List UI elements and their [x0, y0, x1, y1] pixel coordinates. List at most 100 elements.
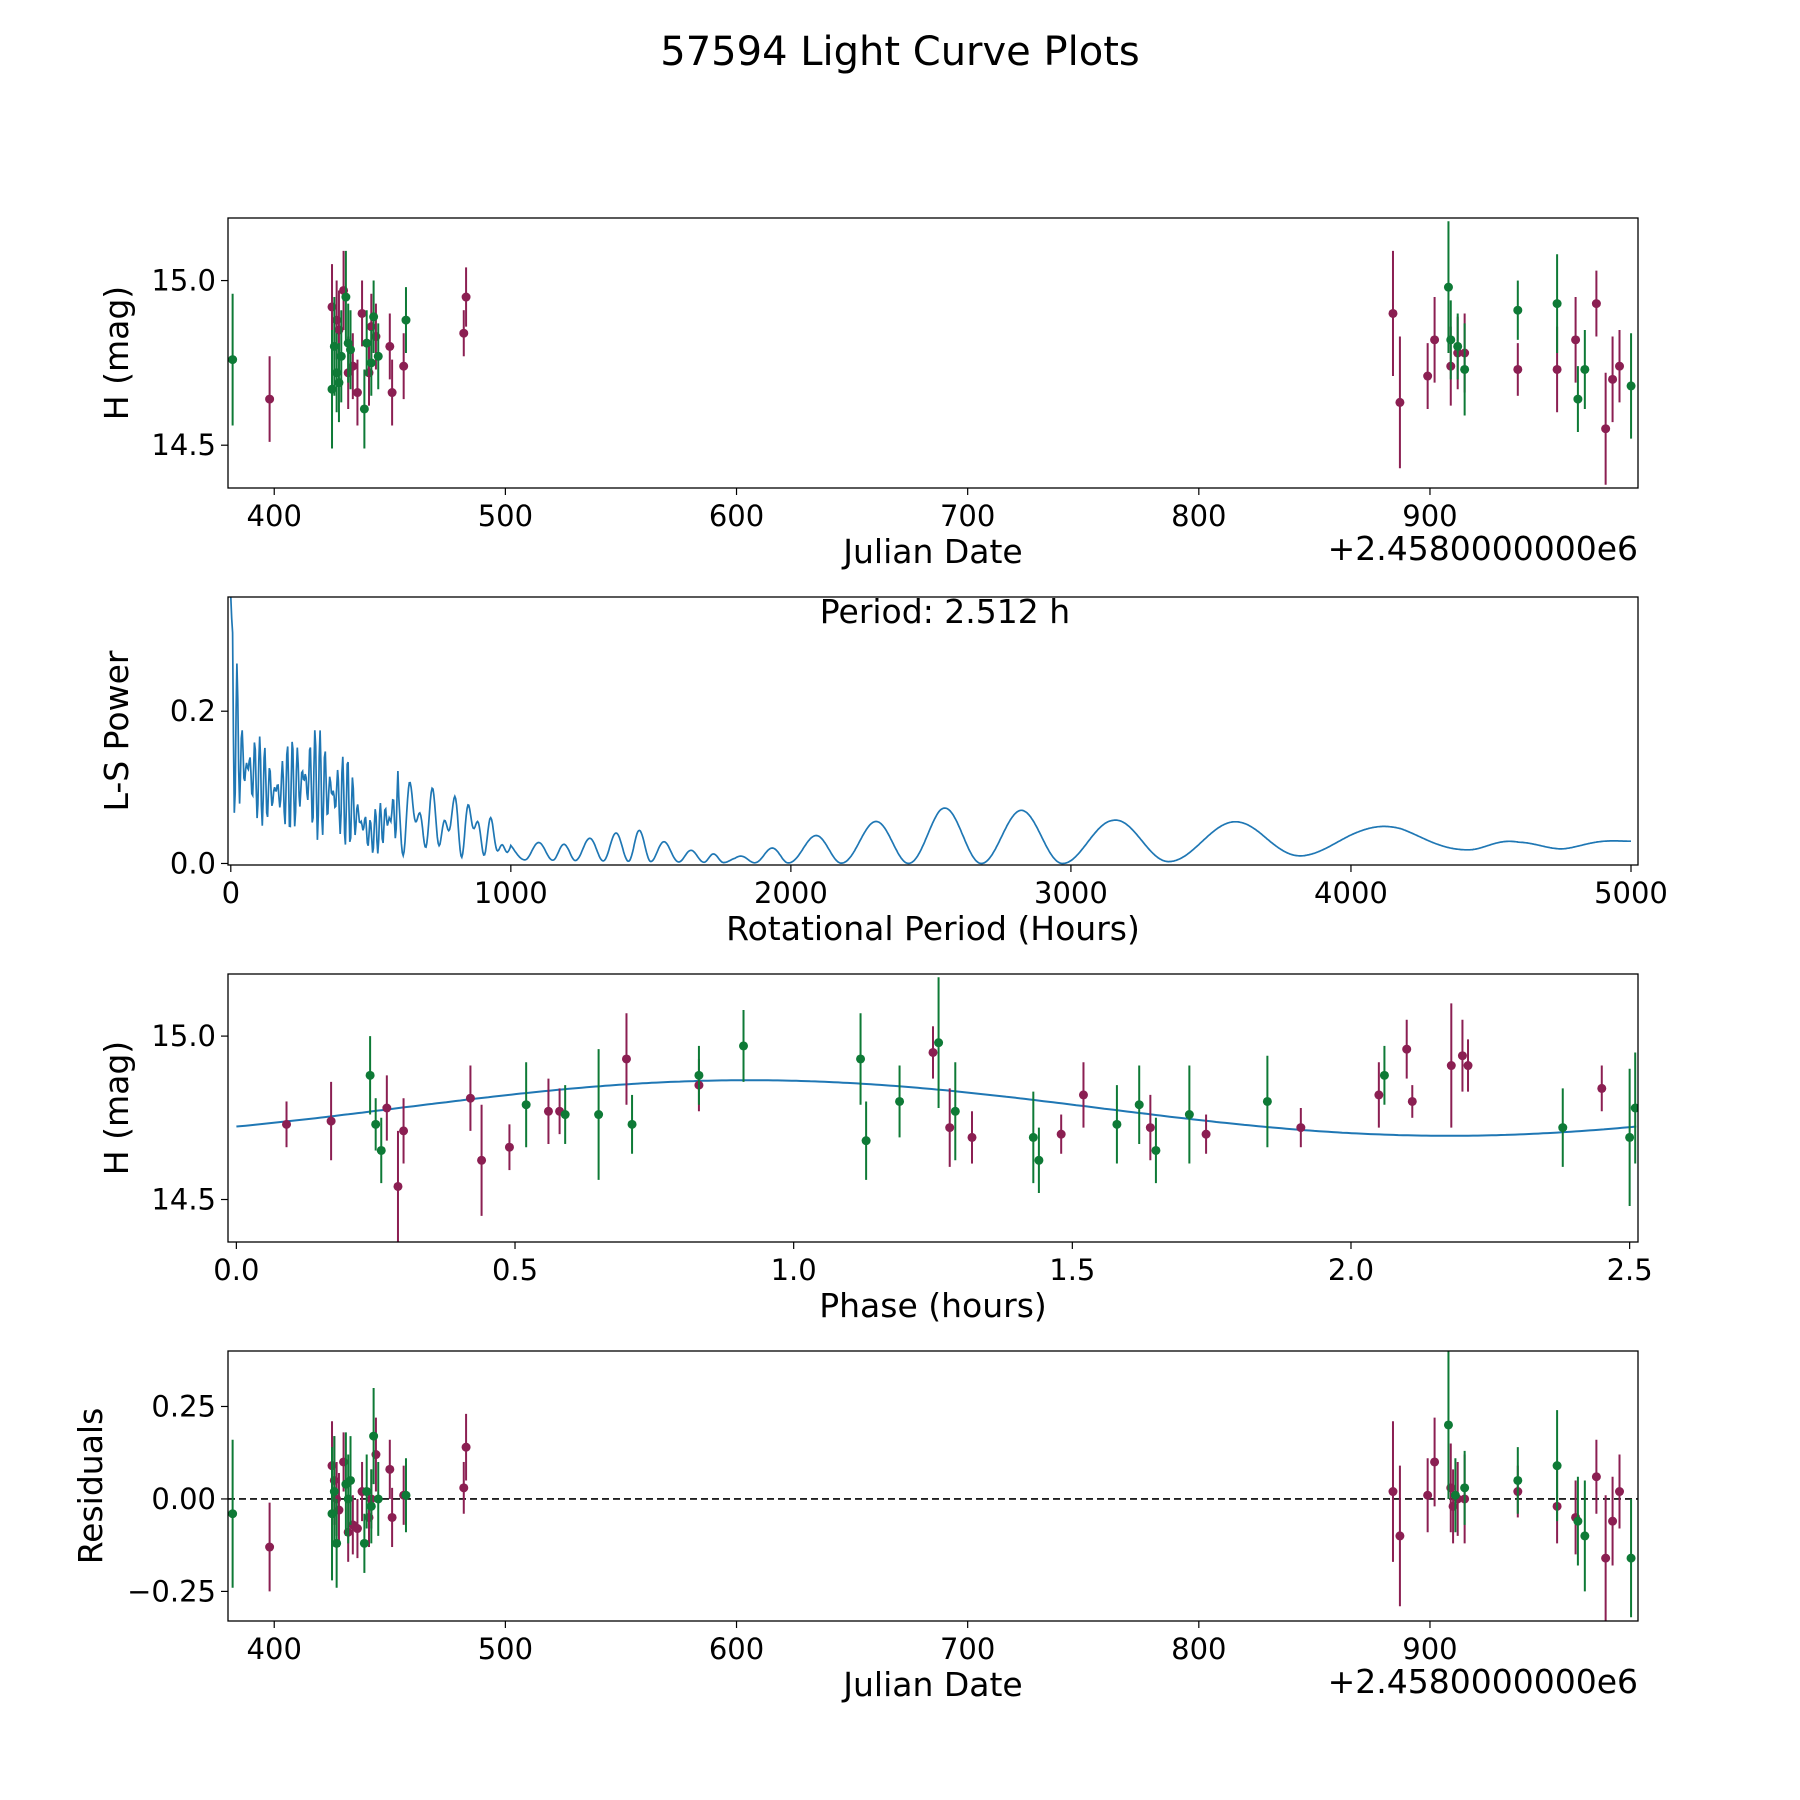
figure-title: 57594 Light Curve Plots [660, 29, 1139, 75]
data-point-green [861, 1136, 871, 1146]
data-point-maroon [543, 1106, 553, 1116]
x-tick-label: 2.5 [1607, 1253, 1653, 1287]
y-axis-label: H (mag) [97, 286, 136, 420]
data-point-maroon [385, 1464, 395, 1474]
data-point-green [369, 1431, 379, 1441]
x-tick-label: 2000 [754, 876, 828, 910]
data-point-maroon [393, 1181, 403, 1191]
data-point-green [1626, 381, 1636, 391]
data-point-green [376, 1145, 386, 1155]
data-point-green [366, 1501, 376, 1511]
data-point-maroon [1591, 1472, 1601, 1482]
data-point-green [228, 355, 238, 365]
data-point-green [1151, 1145, 1161, 1155]
plot-area-1 [228, 221, 1636, 485]
periodogram-line [229, 597, 1631, 865]
x-tick-label: 800 [1171, 1632, 1226, 1666]
data-point-maroon [928, 1047, 938, 1057]
data-point-green [369, 312, 379, 322]
x-tick-label: 0.0 [213, 1253, 259, 1287]
data-point-green [228, 1509, 238, 1519]
data-point-green [594, 1110, 604, 1120]
data-point-green [1552, 299, 1562, 309]
axes-frame [227, 1350, 1639, 1622]
data-point-green [521, 1100, 531, 1110]
data-point-green [336, 351, 346, 361]
x-tick-label: 800 [1171, 499, 1226, 533]
data-point-green [341, 292, 351, 302]
data-point-maroon [621, 1054, 631, 1064]
data-point-green [1630, 1103, 1638, 1113]
data-point-green [401, 315, 411, 325]
period-annotation: Period: 2.512 h [820, 592, 1070, 631]
data-point-maroon [1597, 1083, 1607, 1093]
data-point-green [329, 1487, 339, 1497]
data-point-green [934, 1038, 944, 1048]
data-point-green [1134, 1100, 1144, 1110]
y-tick-label: 14.5 [151, 1183, 216, 1217]
data-point-maroon [1388, 1487, 1398, 1497]
data-point-maroon [1056, 1129, 1066, 1139]
data-point-green [694, 1070, 704, 1080]
data-point-maroon [1601, 1553, 1611, 1563]
data-point-maroon [1601, 424, 1611, 434]
data-point-green [1453, 341, 1463, 351]
data-point-maroon [1608, 374, 1618, 384]
x-tick-label: 3000 [1034, 876, 1108, 910]
data-point-maroon [504, 1142, 514, 1152]
x-tick-label: 600 [709, 499, 764, 533]
y-axis-label: H (mag) [97, 1041, 136, 1175]
data-point-maroon [1395, 397, 1405, 407]
x-tick-label: 4000 [1314, 876, 1388, 910]
data-point-maroon [461, 292, 471, 302]
data-point-green [1573, 1516, 1583, 1526]
x-tick-label: 700 [940, 499, 995, 533]
data-point-green [895, 1096, 905, 1106]
x-tick-label: 400 [247, 1632, 302, 1666]
x-tick-label: 700 [940, 1632, 995, 1666]
x-tick-label: 900 [1402, 499, 1457, 533]
data-point-green [739, 1041, 749, 1051]
data-point-maroon [326, 1116, 336, 1126]
plot-area-4 [228, 1351, 1638, 1621]
x-tick-label: 1000 [474, 876, 548, 910]
x-tick-label: 500 [478, 1632, 533, 1666]
data-point-maroon [1608, 1516, 1618, 1526]
data-point-green [1573, 394, 1583, 404]
x-offset-label: +2.4580000000e6 [1328, 1662, 1638, 1701]
x-offset-label: +2.4580000000e6 [1328, 529, 1638, 568]
sine-fit-curve [236, 1079, 1637, 1137]
data-point-maroon [1388, 308, 1398, 318]
data-point-green [560, 1110, 570, 1120]
axes-frame [227, 217, 1639, 489]
data-point-maroon [1402, 1044, 1412, 1054]
data-point-green [1112, 1119, 1122, 1129]
data-point-maroon [1296, 1123, 1306, 1133]
y-tick-label: 0.2 [170, 694, 216, 728]
y-tick-label: 0.0 [170, 846, 216, 880]
data-point-green [332, 1538, 342, 1548]
y-tick-label: 15.0 [151, 264, 216, 298]
data-point-green [359, 404, 369, 414]
data-point-maroon [382, 1103, 392, 1113]
data-point-green [1625, 1132, 1635, 1142]
data-point-green [362, 1487, 372, 1497]
data-point-maroon [1423, 1490, 1433, 1500]
x-tick-label: 600 [709, 1632, 764, 1666]
data-point-green [627, 1119, 637, 1129]
data-point-green [373, 1494, 383, 1504]
x-axis-label: Rotational Period (Hours) [726, 909, 1140, 948]
data-point-green [1460, 1483, 1470, 1493]
data-point-maroon [352, 1524, 362, 1534]
y-tick-label: 0.00 [151, 1482, 216, 1516]
data-point-maroon [399, 1126, 409, 1136]
data-point-green [1513, 1475, 1523, 1485]
data-point-maroon [265, 1542, 275, 1552]
data-point-maroon [1591, 299, 1601, 309]
data-point-maroon [1571, 335, 1581, 345]
data-point-maroon [1457, 1051, 1467, 1061]
data-point-maroon [352, 388, 362, 398]
y-axis-label: L-S Power [97, 650, 136, 811]
data-point-maroon [357, 308, 367, 318]
